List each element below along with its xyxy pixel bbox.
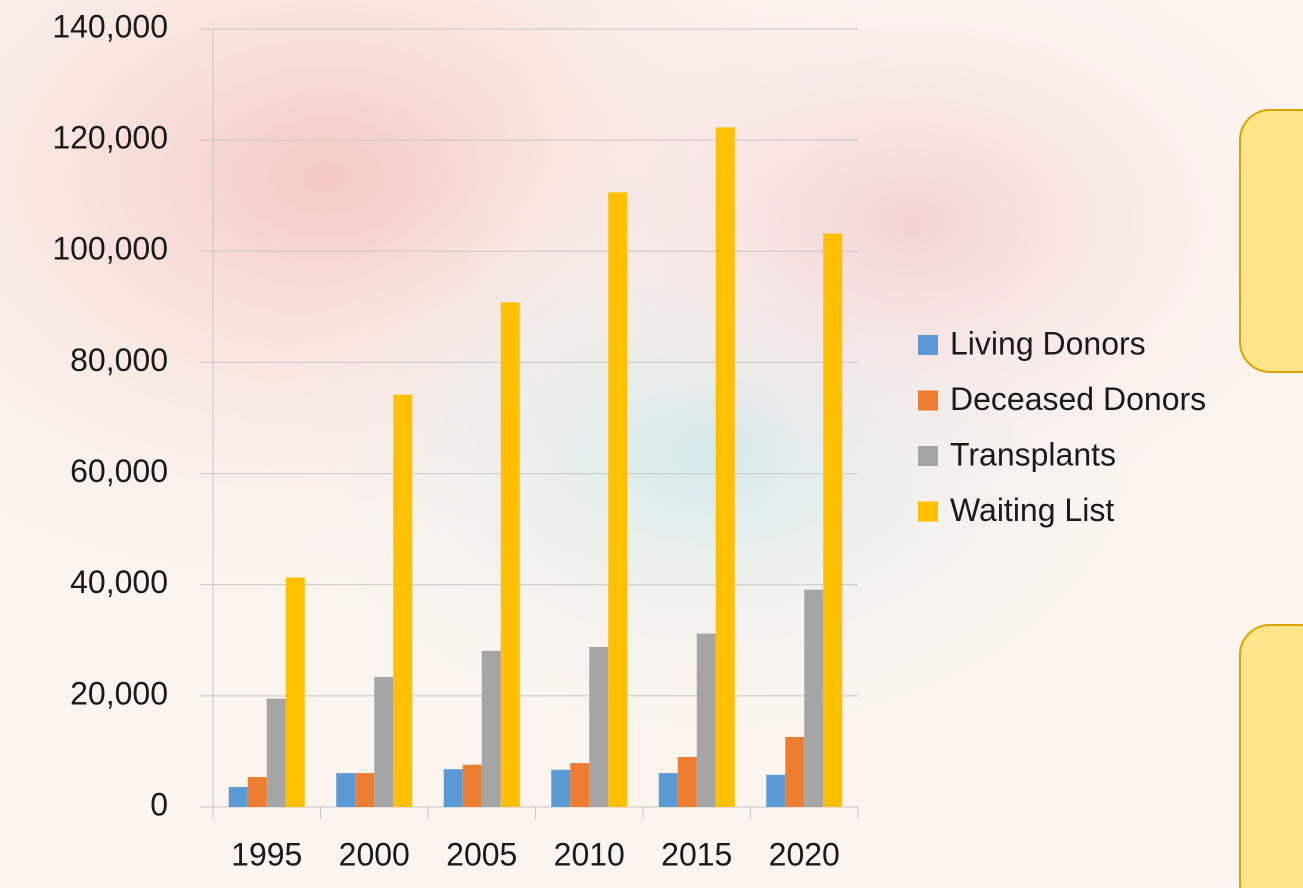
x-tick-label: 2000 xyxy=(339,836,410,872)
bar xyxy=(785,737,804,807)
legend-label: Waiting List xyxy=(950,492,1114,528)
bar xyxy=(393,395,412,807)
y-tick-label: 60,000 xyxy=(70,453,168,489)
x-tick-label: 1995 xyxy=(231,836,302,872)
y-tick-label: 20,000 xyxy=(70,675,168,711)
legend-swatch xyxy=(918,446,938,466)
bar xyxy=(823,234,842,807)
bar xyxy=(267,699,286,807)
bar xyxy=(608,192,627,807)
legend-swatch xyxy=(918,391,938,411)
y-tick-label: 40,000 xyxy=(70,564,168,600)
legend-label: Deceased Donors xyxy=(950,381,1206,417)
x-tick-label: 2005 xyxy=(446,836,517,872)
callout-box xyxy=(1240,625,1303,888)
bar xyxy=(501,302,520,807)
bar xyxy=(589,647,608,807)
bar xyxy=(766,775,785,807)
y-tick-label: 100,000 xyxy=(52,231,168,267)
bar xyxy=(482,651,501,807)
bar xyxy=(804,590,823,807)
bar xyxy=(570,763,589,807)
bar xyxy=(229,787,248,807)
x-tick-label: 2010 xyxy=(554,836,625,872)
y-tick-label: 80,000 xyxy=(70,342,168,378)
bar xyxy=(286,577,305,807)
x-tick-label: 2015 xyxy=(661,836,732,872)
bar xyxy=(659,773,678,807)
bar xyxy=(444,769,463,807)
bar xyxy=(678,757,697,807)
bar xyxy=(551,770,570,807)
chart: 0 20,000 40,000 60,000 80,000 100,000 120,000 1… xyxy=(0,0,1303,888)
bar xyxy=(716,127,735,807)
x-tick-label: 2020 xyxy=(769,836,840,872)
bar xyxy=(697,634,716,807)
bar xyxy=(336,773,355,807)
legend-swatch xyxy=(918,335,938,355)
legend-label: Transplants xyxy=(950,436,1116,472)
bar xyxy=(374,677,393,807)
bar xyxy=(355,773,374,807)
callout-box xyxy=(1240,110,1303,372)
y-tick-label: 0 xyxy=(150,786,168,822)
y-tick-label: 120,000 xyxy=(52,120,168,156)
y-tick-label: 140,000 xyxy=(52,8,168,44)
bar xyxy=(463,765,482,807)
legend-label: Living Donors xyxy=(950,325,1146,361)
bar xyxy=(248,777,267,807)
legend-swatch xyxy=(918,502,938,522)
